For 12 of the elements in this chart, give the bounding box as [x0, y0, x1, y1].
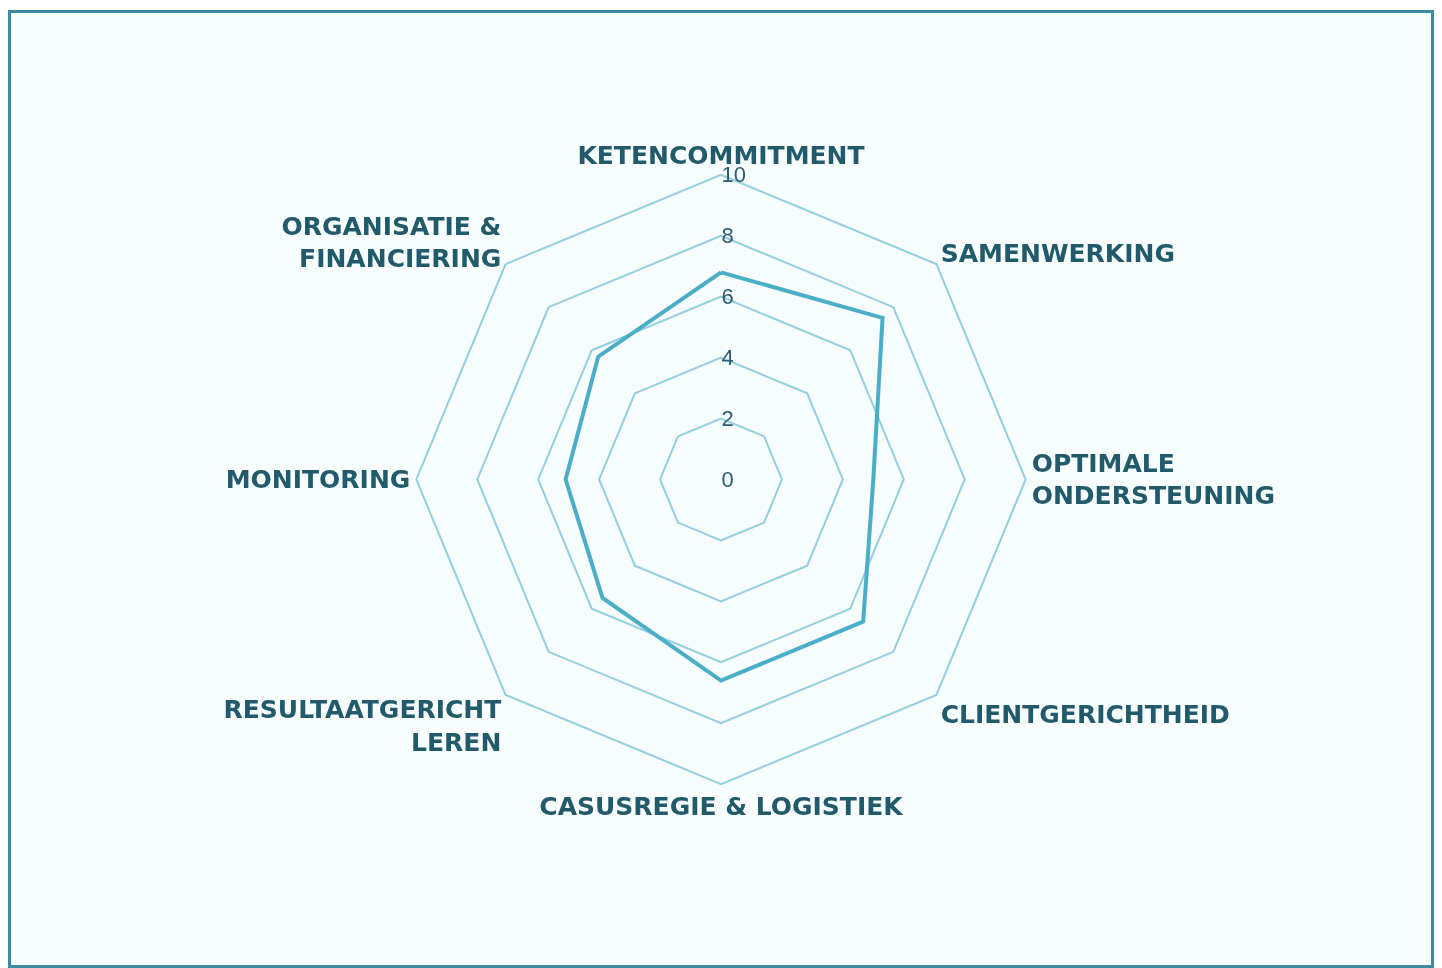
spoke-label: RESULTAATGERICHT LEREN [223, 695, 502, 757]
spoke-label: CASUSREGIE & LOGISTIEK [539, 792, 905, 822]
spoke-label: SAMENWERKING [940, 239, 1175, 269]
spoke-label: OPTIMALE ONDERSTEUNING [1031, 448, 1275, 511]
y-tick-label: 6 [721, 283, 734, 309]
y-tick-label: 8 [721, 222, 734, 248]
spoke-label: ORGANISATIE & FINANCIERING [281, 211, 502, 274]
spoke-label: CLIENTGERICHTHEID [940, 700, 1230, 729]
spoke-label: MONITORING [225, 465, 411, 495]
y-tick-label: 0 [721, 466, 734, 492]
y-tick-label: 2 [721, 405, 734, 431]
y-tick-label: 4 [721, 344, 734, 370]
